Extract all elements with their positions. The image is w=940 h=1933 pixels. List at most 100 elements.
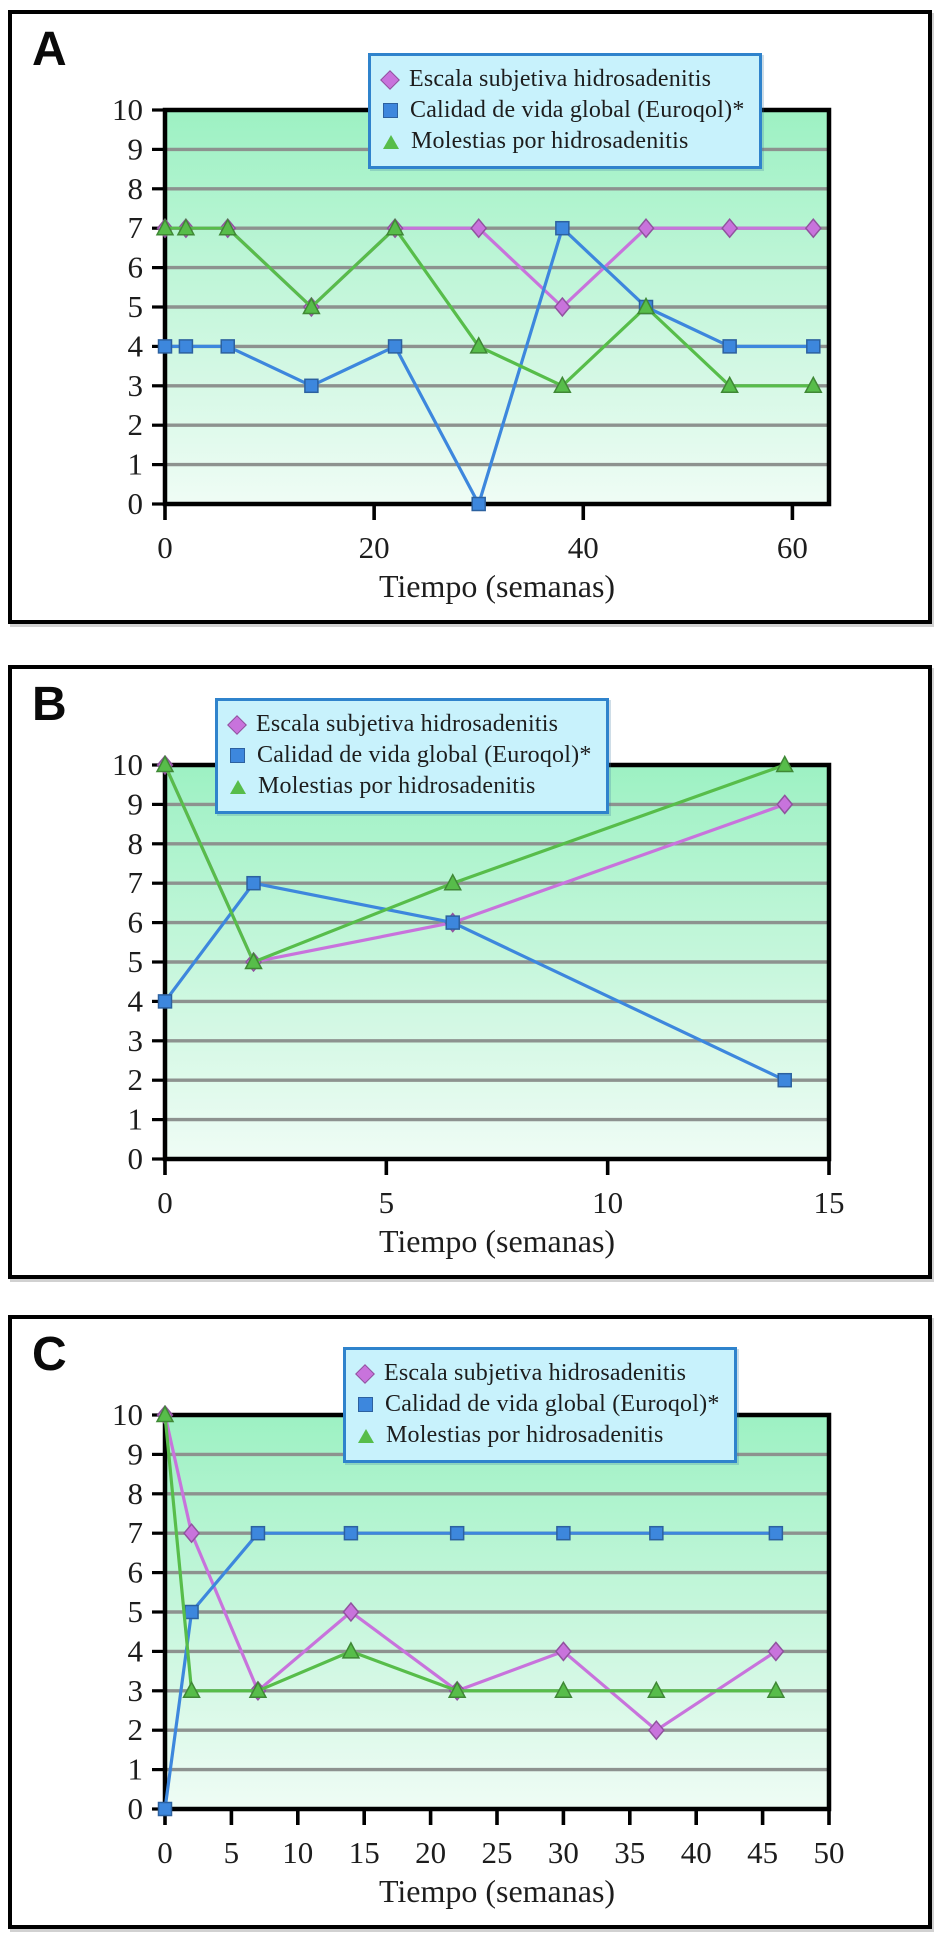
legend-panel-a: Escala subjetiva hidrosadenitis Calidad d… (368, 53, 762, 169)
data-point-marker (556, 1525, 571, 1541)
y-tick-label: 3 (128, 1673, 144, 1708)
data-point-marker (250, 1525, 266, 1541)
data-point-marker (766, 1680, 786, 1699)
panel-b-label: B (32, 678, 67, 731)
data-point-marker (387, 339, 403, 354)
y-tick-label: 10 (112, 747, 143, 782)
x-tick-label: 5 (379, 1185, 395, 1220)
line-chart-b: 0 1 2 3 4 5 6 7 8 9 10 0 5 10 15 Tiempo (semanas) (112, 747, 845, 1259)
data-point-marker (157, 994, 173, 1009)
data-point-marker (184, 1604, 199, 1620)
series-calidad (157, 220, 821, 512)
y-tick-label: 4 (128, 328, 144, 363)
x-tick-label: 0 (157, 1835, 173, 1870)
x-tick-label: 20 (415, 1835, 446, 1870)
data-point-marker (768, 1525, 784, 1541)
axes: 0 1 2 3 4 5 6 7 8 9 10 0 20 40 60 (112, 92, 808, 565)
y-tick-label: 6 (128, 905, 144, 940)
y-tick-label: 8 (128, 1476, 144, 1511)
data-point-marker (636, 296, 656, 315)
data-point-marker (777, 1072, 792, 1088)
data-point-marker (555, 220, 570, 236)
x-tick-label: 15 (349, 1835, 380, 1870)
data-point-marker (183, 1523, 201, 1544)
series-line (163, 226, 815, 388)
data-point-marker (469, 336, 488, 354)
x-tick-label: 0 (157, 530, 173, 565)
data-point-marker (341, 1641, 361, 1659)
y-tick-label: 3 (128, 1023, 144, 1058)
data-point-marker (637, 218, 655, 239)
legend-item-label: Escala subjetiva hidrosadenitis (409, 66, 712, 92)
y-tick-label: 7 (128, 865, 144, 900)
data-point-marker (767, 1641, 785, 1662)
data-point-marker (342, 1601, 360, 1623)
data-point-marker (721, 218, 739, 239)
y-tick-label: 9 (128, 131, 144, 166)
data-point-marker (649, 1525, 664, 1541)
data-point-marker (155, 218, 175, 236)
legend-item-label: Calidad de vida global (Euroqol)* (410, 97, 745, 123)
data-point-marker (806, 339, 821, 354)
legend-item: Calidad de vida global (Euroqol)* (383, 95, 745, 126)
y-tick-label: 0 (128, 1791, 144, 1826)
y-tick-label: 5 (128, 944, 144, 979)
data-point-marker (470, 218, 488, 239)
series-molestias (155, 218, 823, 394)
x-tick-label: 5 (224, 1835, 240, 1870)
x-tick-label: 35 (614, 1835, 645, 1870)
series-line (163, 226, 815, 506)
data-point-marker (647, 1680, 666, 1699)
series-line (163, 881, 787, 1082)
data-point-marker (176, 218, 196, 236)
legend-item: Escala subjetiva hidrosadenitis (355, 1358, 720, 1389)
data-point-marker (304, 378, 319, 394)
square-marker-icon (383, 103, 398, 118)
data-point-marker (553, 296, 571, 318)
x-axis-title: Tiempo (semanas) (379, 1873, 615, 1909)
series-calidad (157, 1525, 784, 1817)
panel-c-label: C (32, 1328, 67, 1381)
series-line (163, 1531, 778, 1811)
data-point-marker (720, 375, 739, 394)
data-point-marker (155, 754, 175, 773)
data-point-marker (447, 1680, 467, 1699)
legend-panel-c: Escala subjetiva hidrosadenitis Calidad d… (343, 1347, 737, 1463)
data-point-marker (302, 296, 321, 315)
diamond-marker-icon (227, 714, 247, 735)
data-point-marker (157, 339, 173, 354)
x-tick-label: 15 (814, 1185, 845, 1220)
data-point-marker (385, 218, 405, 236)
y-tick-label: 7 (128, 210, 144, 245)
y-tick-label: 9 (128, 1436, 144, 1471)
y-tick-label: 7 (128, 1515, 144, 1550)
x-tick-label: 40 (568, 530, 599, 565)
panel-b: B Escala subjetiva hidrosadenitis Calidad… (8, 665, 932, 1279)
legend-item: Calidad de vida global (Euroqol)* (230, 740, 592, 771)
panel-a-label: A (32, 23, 67, 76)
y-tick-label: 4 (128, 983, 144, 1018)
data-point-marker (554, 1641, 572, 1662)
y-tick-label: 1 (128, 1102, 144, 1137)
series-molestias (155, 754, 794, 970)
legend-item-label: Calidad de vida global (Euroqol)* (257, 742, 592, 768)
data-point-marker (775, 754, 794, 773)
y-tick-label: 6 (128, 1555, 144, 1590)
y-tick-label: 5 (128, 289, 144, 324)
y-tick-label: 10 (112, 1397, 143, 1432)
data-point-marker (182, 1680, 201, 1699)
series-calidad (157, 875, 792, 1088)
x-axis-title: Tiempo (semanas) (379, 1223, 615, 1259)
legend-item-label: Calidad de vida global (Euroqol)* (385, 1391, 720, 1417)
data-point-marker (248, 1680, 268, 1699)
y-tick-label: 1 (128, 1752, 144, 1787)
x-tick-label: 10 (282, 1835, 313, 1870)
data-point-marker (722, 339, 737, 354)
data-point-marker (804, 375, 823, 394)
data-point-marker (804, 218, 822, 239)
triangle-marker-icon (383, 134, 399, 149)
y-tick-label: 6 (128, 250, 144, 285)
data-point-marker (157, 1801, 173, 1817)
